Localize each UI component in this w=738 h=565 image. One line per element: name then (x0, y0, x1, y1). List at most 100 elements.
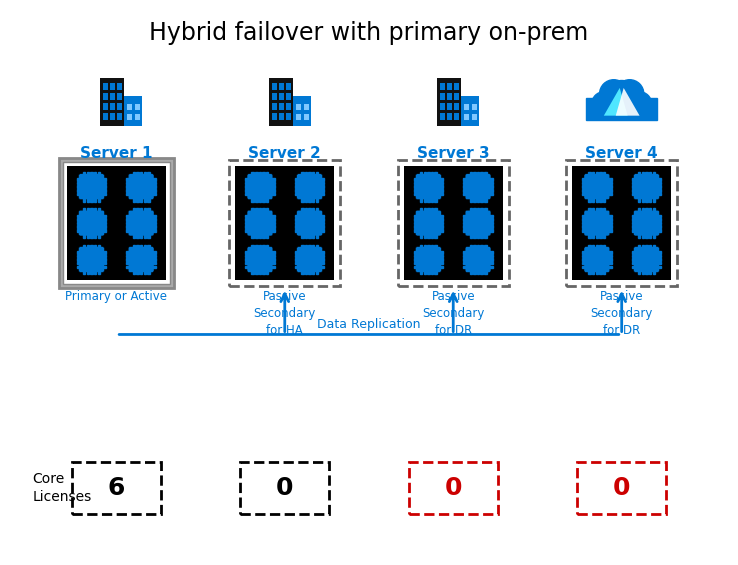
FancyBboxPatch shape (78, 210, 104, 236)
Bar (489, 229, 493, 232)
Bar (586, 98, 658, 120)
Text: 0: 0 (444, 476, 462, 500)
Text: Server 4: Server 4 (585, 146, 658, 162)
Bar (252, 234, 254, 238)
Bar (431, 198, 433, 202)
Bar (271, 193, 275, 195)
Bar (649, 245, 652, 249)
Bar (658, 225, 661, 228)
Bar (484, 234, 486, 238)
Bar (431, 172, 433, 176)
Bar (480, 172, 483, 176)
FancyBboxPatch shape (128, 174, 154, 199)
Bar (477, 271, 479, 275)
Circle shape (627, 92, 652, 116)
Bar (599, 208, 601, 212)
Bar (484, 271, 486, 275)
Bar (431, 234, 433, 238)
Bar (608, 255, 612, 257)
Bar (77, 178, 80, 181)
Bar (577, 462, 666, 514)
Bar (259, 234, 261, 238)
Bar (245, 262, 249, 264)
Bar (608, 182, 612, 184)
Bar (447, 83, 452, 90)
Bar (137, 208, 139, 212)
Bar (86, 198, 89, 202)
Bar (320, 182, 325, 184)
Bar (413, 193, 418, 195)
Bar (645, 208, 648, 212)
Bar (441, 93, 445, 100)
Bar (245, 189, 249, 192)
Bar (245, 185, 249, 188)
Bar (245, 222, 249, 224)
Bar (424, 172, 426, 176)
FancyBboxPatch shape (128, 210, 154, 236)
Bar (152, 178, 156, 181)
Bar (103, 185, 106, 188)
Bar (97, 208, 100, 212)
Bar (316, 271, 318, 275)
Bar (86, 271, 89, 275)
Bar (603, 198, 605, 202)
Bar (305, 198, 307, 202)
FancyBboxPatch shape (78, 247, 104, 272)
Bar (240, 462, 329, 514)
Bar (413, 262, 418, 264)
Bar (658, 178, 661, 181)
Bar (439, 222, 444, 224)
Bar (489, 218, 493, 221)
Bar (641, 245, 644, 249)
Bar (420, 198, 422, 202)
Bar (294, 218, 299, 221)
Bar (413, 178, 418, 181)
Bar (117, 103, 123, 110)
Bar (230, 160, 340, 286)
Bar (489, 185, 493, 188)
Bar (103, 83, 108, 90)
Bar (454, 112, 459, 120)
Bar (312, 245, 314, 249)
Bar (262, 198, 265, 202)
Bar (97, 245, 100, 249)
Bar (658, 251, 661, 254)
Bar (439, 218, 444, 221)
FancyBboxPatch shape (297, 210, 323, 236)
Bar (294, 182, 299, 184)
Bar (652, 172, 655, 176)
FancyBboxPatch shape (415, 210, 441, 236)
Bar (632, 215, 635, 217)
Bar (133, 172, 135, 176)
Bar (294, 255, 299, 257)
Bar (439, 251, 444, 254)
Bar (596, 172, 598, 176)
Bar (420, 245, 422, 249)
Bar (97, 198, 100, 202)
Bar (143, 271, 146, 275)
Bar (83, 271, 86, 275)
Bar (463, 251, 467, 254)
Bar (431, 271, 433, 275)
Bar (582, 189, 586, 192)
Bar (480, 198, 483, 202)
Bar (469, 172, 472, 176)
Bar (152, 258, 156, 261)
Bar (77, 229, 80, 232)
Bar (658, 185, 661, 188)
Bar (489, 222, 493, 224)
Bar (103, 193, 106, 195)
Text: Passive
Secondary
for DR: Passive Secondary for DR (590, 290, 653, 337)
Bar (140, 208, 142, 212)
Bar (103, 103, 108, 110)
Bar (413, 225, 418, 228)
Bar (140, 271, 142, 275)
Bar (294, 178, 299, 181)
Bar (489, 178, 493, 181)
Bar (305, 271, 307, 275)
Bar (103, 189, 106, 192)
FancyBboxPatch shape (465, 210, 491, 236)
Bar (103, 258, 106, 261)
Bar (152, 185, 156, 188)
Bar (596, 208, 598, 212)
